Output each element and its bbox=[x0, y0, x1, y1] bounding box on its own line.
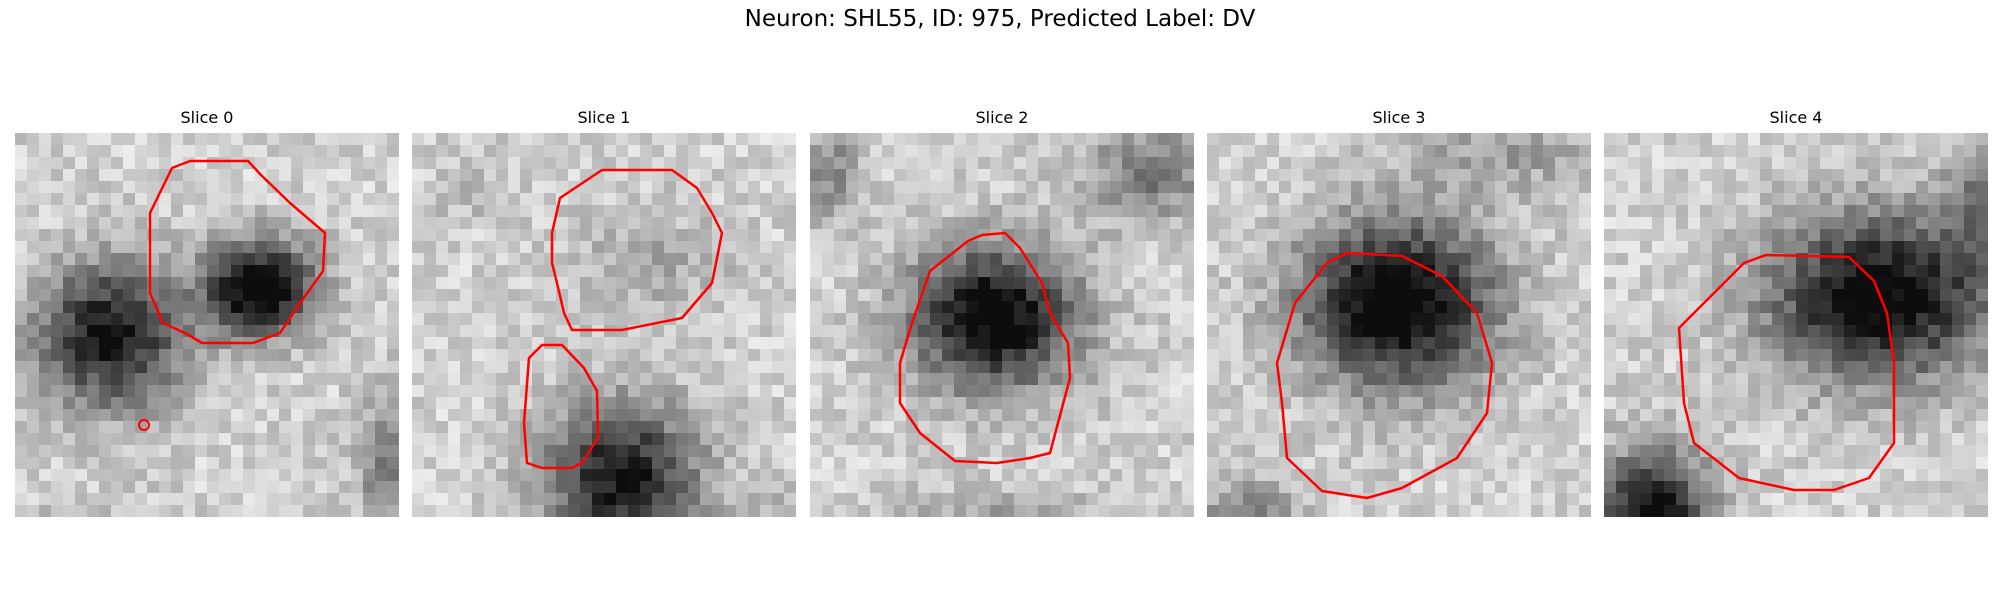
roi-marker-0 bbox=[138, 419, 150, 431]
slice-image-1 bbox=[412, 133, 796, 517]
slice-title-1: Slice 1 bbox=[577, 108, 631, 127]
slice-image-2 bbox=[810, 133, 1194, 517]
slice-title-4: Slice 4 bbox=[1769, 108, 1823, 127]
roi-contour-1 bbox=[550, 168, 724, 332]
roi-contour-0 bbox=[148, 159, 327, 345]
slice-image-4 bbox=[1604, 133, 1988, 517]
roi-contour-3 bbox=[1275, 251, 1494, 500]
roi-contour-1-extra-0 bbox=[522, 343, 600, 470]
slice-image-0 bbox=[15, 133, 399, 517]
roi-contour-4 bbox=[1677, 253, 1896, 492]
slice-svg-3 bbox=[1207, 133, 1591, 517]
slice-title-3: Slice 3 bbox=[1372, 108, 1426, 127]
figure-title: Neuron: SHL55, ID: 975, Predicted Label:… bbox=[744, 6, 1256, 32]
roi-contour-2 bbox=[898, 231, 1072, 465]
slice-title-0: Slice 0 bbox=[180, 108, 234, 127]
slice-svg-0 bbox=[15, 133, 399, 517]
slice-image-3 bbox=[1207, 133, 1591, 517]
slice-svg-2 bbox=[810, 133, 1194, 517]
slice-title-2: Slice 2 bbox=[975, 108, 1029, 127]
slice-svg-1 bbox=[412, 133, 796, 517]
slice-svg-4 bbox=[1604, 133, 1988, 517]
